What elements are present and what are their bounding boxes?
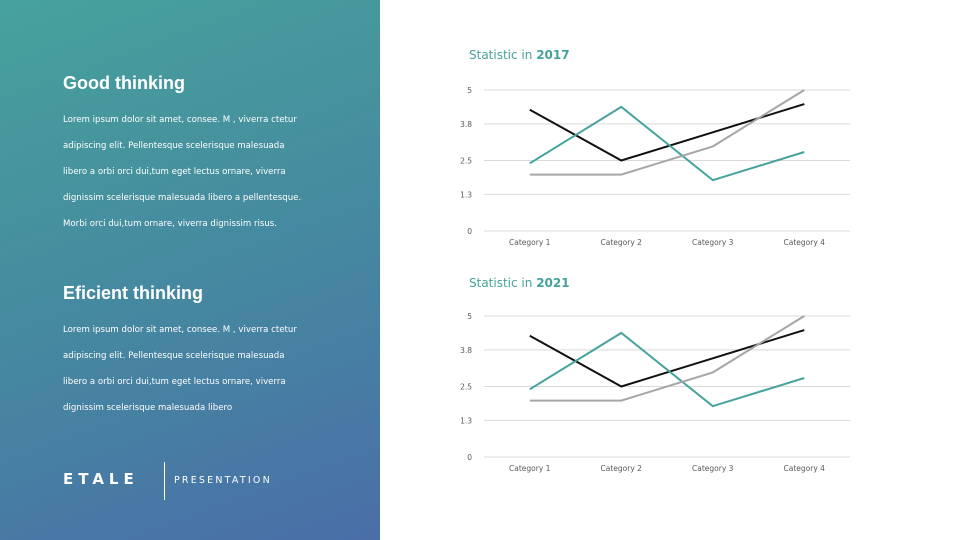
x-tick-label: Category 2 — [601, 464, 643, 473]
line-chart-2021: 0 1.3 2.5 3.8 5 Category 1 Category 2 Category … — [460, 312, 850, 473]
y-tick-label: 5 — [467, 312, 472, 321]
x-tick-label: Category 3 — [692, 464, 734, 473]
y-tick-label: 2.5 — [460, 157, 472, 166]
line-chart-2017: 0 1.3 2.5 3.8 5 Category 1 Category 2 Category … — [460, 86, 850, 247]
section-body-eficient-thinking: Lorem ipsum dolor sit amet, consee. M , … — [63, 317, 363, 421]
y-tick-label: 1.3 — [460, 416, 472, 425]
brand-divider — [164, 462, 165, 500]
series-line-2 — [529, 105, 805, 182]
section-body-good-thinking: Lorem ipsum dolor sit amet, consee. M , … — [63, 107, 363, 237]
y-tick-label: 3.8 — [460, 346, 472, 355]
body-line: dignissim scelerisque malesuada libero a… — [63, 193, 302, 203]
body-line: adipiscing elit. Pellentesque scelerisqu… — [63, 141, 285, 151]
y-tick-label: 0 — [467, 453, 472, 462]
x-tick-label: Category 4 — [784, 238, 826, 247]
x-tick-label: Category 1 — [509, 464, 551, 473]
series-line-3 — [529, 315, 805, 402]
chart-title-2021: Statistic in 2021 — [469, 276, 570, 290]
chart-title-year: 2017 — [536, 48, 570, 62]
section-title-good-thinking: Good thinking — [63, 73, 185, 93]
chart-title-2017: Statistic in 2017 — [469, 48, 570, 62]
y-tick-label: 5 — [467, 86, 472, 95]
y-tick-label: 0 — [467, 227, 472, 236]
body-line: libero a orbi orci dui,tum eget lectus o… — [63, 167, 286, 177]
section-title-eficient-thinking: Eficient thinking — [63, 283, 204, 303]
series-line-2 — [529, 331, 805, 408]
y-tick-label: 2.5 — [460, 383, 472, 392]
body-line: Lorem ipsum dolor sit amet, consee. M , … — [63, 115, 297, 125]
series-line-1 — [529, 103, 805, 162]
chart-title-prefix: Statistic in — [469, 276, 533, 290]
x-tick-label: Category 2 — [601, 238, 643, 247]
chart-title-prefix: Statistic in — [469, 48, 533, 62]
brand-logo: ETALE — [63, 470, 139, 488]
y-tick-label: 1.3 — [460, 190, 472, 199]
series-line-1 — [529, 329, 805, 388]
y-tick-label: 3.8 — [460, 120, 472, 129]
body-line: Morbi orci dui,tum ornare, viverra digni… — [63, 219, 278, 229]
x-tick-label: Category 1 — [509, 238, 551, 247]
left-panel: Good thinking Lorem ipsum dolor sit amet… — [0, 0, 380, 540]
brand-subtitle: PRESENTATION — [174, 475, 272, 486]
body-line: Lorem ipsum dolor sit amet, consee. M , … — [63, 325, 297, 335]
x-tick-label: Category 3 — [692, 238, 734, 247]
body-line: adipiscing elit. Pellentesque scelerisqu… — [63, 351, 285, 361]
series-line-3 — [529, 89, 805, 176]
body-line: libero a orbi orci dui,tum eget lectus o… — [63, 377, 286, 387]
x-tick-label: Category 4 — [784, 464, 826, 473]
body-line: dignissim scelerisque malesuada libero — [63, 403, 233, 413]
chart-title-year: 2021 — [536, 276, 570, 290]
